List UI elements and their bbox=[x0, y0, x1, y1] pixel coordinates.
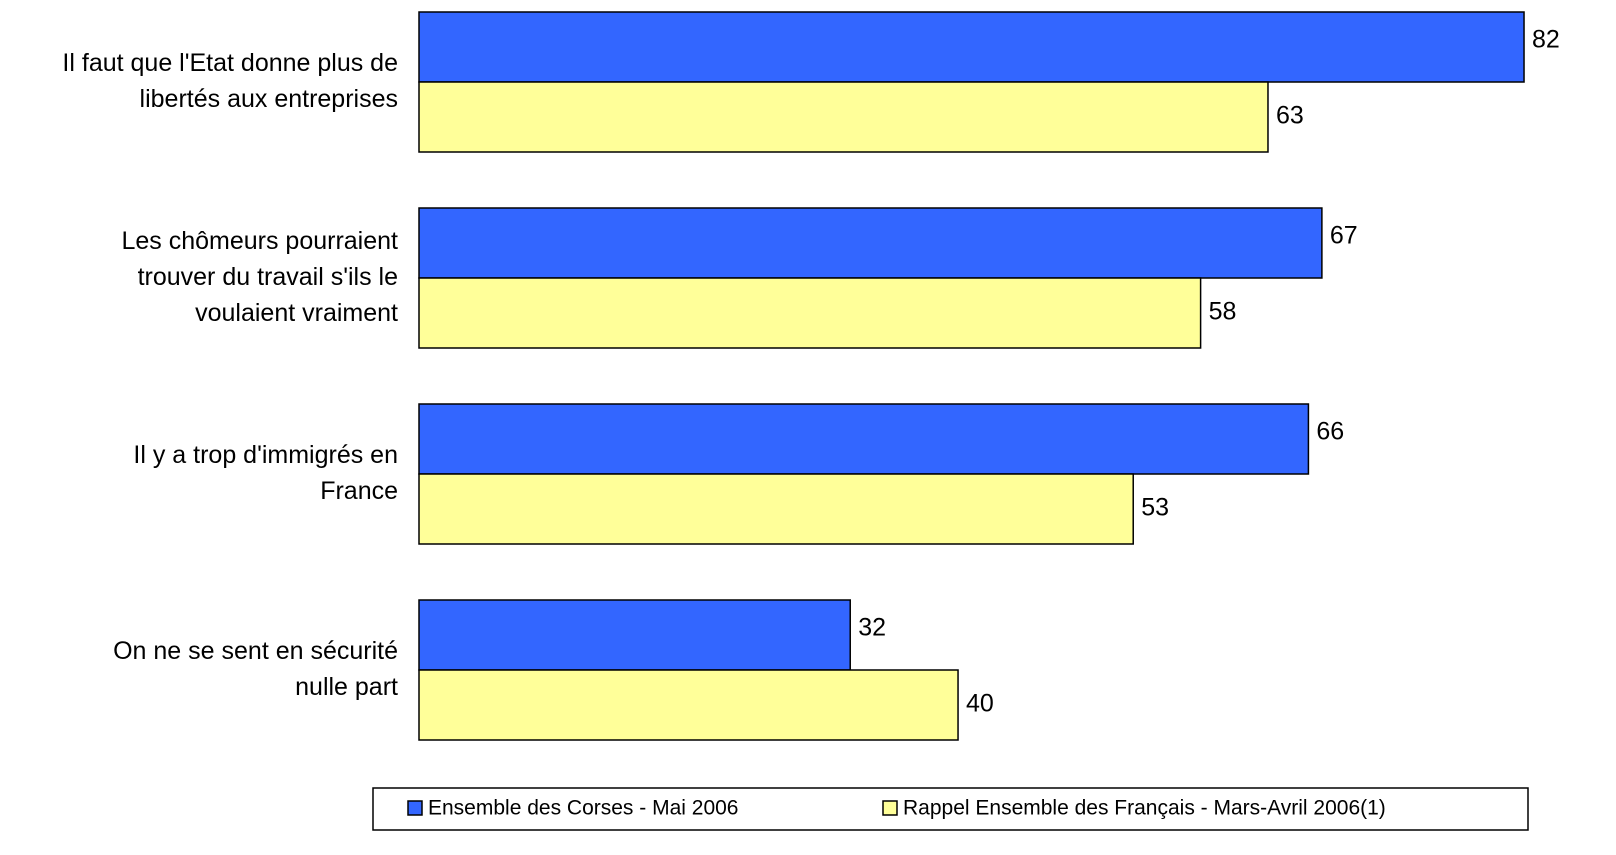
value-label: 82 bbox=[1532, 26, 1560, 54]
value-label: 53 bbox=[1141, 494, 1169, 522]
bar bbox=[418, 473, 1134, 545]
value-label: 40 bbox=[966, 690, 994, 718]
legend-label: Rappel Ensemble des Français - Mars-Avri… bbox=[903, 797, 1386, 820]
bar bbox=[418, 11, 1525, 83]
legend-label: Ensemble des Corses - Mai 2006 bbox=[428, 797, 738, 820]
value-label: 58 bbox=[1209, 298, 1237, 326]
category-label: Il faut que l'Etat donne plus de libertés… bbox=[62, 49, 398, 113]
bar bbox=[418, 81, 1269, 153]
value-label: 32 bbox=[858, 614, 886, 642]
bar bbox=[418, 403, 1310, 475]
legend-swatch bbox=[407, 800, 423, 816]
value-label: 63 bbox=[1276, 102, 1304, 130]
bar bbox=[418, 207, 1323, 279]
category-label: Les chômeurs pourraient trouver du travai… bbox=[121, 227, 398, 327]
legend-swatch bbox=[882, 800, 898, 816]
value-label: 67 bbox=[1330, 222, 1358, 250]
category-label: On ne se sent en sécurité nulle part bbox=[113, 637, 398, 701]
bar bbox=[418, 277, 1202, 349]
legend bbox=[372, 787, 1529, 831]
bar bbox=[418, 669, 959, 741]
category-label: Il y a trop d'immigrés en France bbox=[133, 441, 398, 505]
bar bbox=[418, 599, 851, 671]
value-label: 66 bbox=[1316, 418, 1344, 446]
